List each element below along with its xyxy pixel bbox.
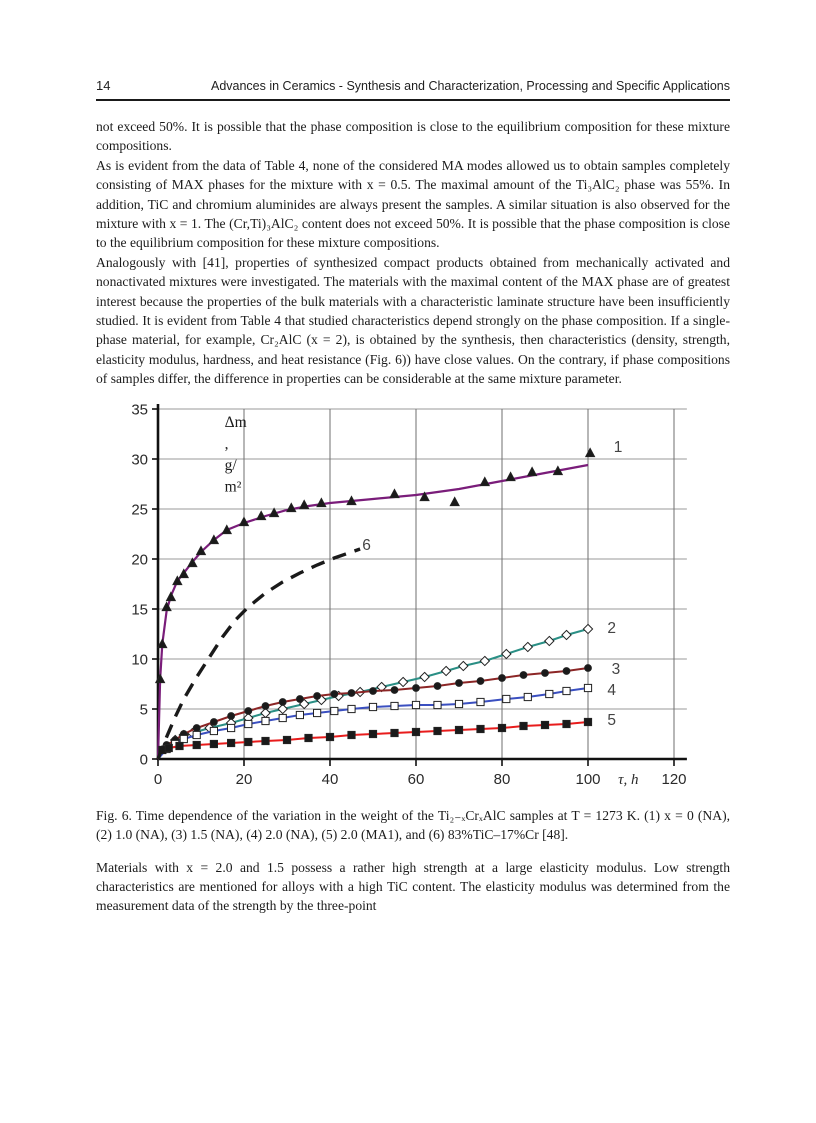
page-header: 14 Advances in Ceramics - Synthesis and … [96, 78, 730, 101]
series-6-line [156, 547, 361, 760]
series-1-line [156, 463, 589, 759]
page-number: 14 [96, 78, 111, 93]
x-tick-label: 40 [322, 771, 339, 788]
paragraph-3: Analogously with [41], properties of syn… [96, 254, 730, 387]
x-tick-label: 120 [661, 771, 686, 788]
x-axis-label: τ, h [618, 772, 638, 788]
y-tick-label: 25 [131, 501, 148, 518]
series-5-label: 5 [607, 712, 616, 729]
x-tick-label: 80 [494, 771, 511, 788]
x-tick-label: 20 [236, 771, 253, 788]
paragraph-4: Materials with x = 2.0 and 1.5 possess a… [96, 859, 730, 914]
x-tick-label: 60 [408, 771, 425, 788]
paragraph-2: As is evident from the data of Table 4, … [96, 157, 730, 251]
figure-6: 0 5 10 15 20 25 30 35 0 20 40 60 80 100 120 τ, h Δm, g/m²… [96, 397, 730, 802]
series-4-label: 4 [607, 682, 616, 699]
series-1-label: 1 [614, 439, 623, 456]
x-tick-label: 100 [575, 771, 600, 788]
x-tick-label: 0 [154, 771, 162, 788]
paragraph-1: not exceed 50%. It is possible that the … [96, 119, 730, 154]
series-3-label: 3 [612, 661, 621, 678]
y-tick-label: 10 [131, 651, 148, 668]
y-tick-label: 15 [131, 601, 148, 618]
series-3-line [157, 666, 589, 760]
y-axis-label-line: , [225, 435, 229, 452]
y-axis-label-line: g/ [225, 457, 238, 474]
y-tick-label: 5 [140, 701, 148, 718]
y-axis-label-line: m² [225, 478, 242, 495]
series-2-label: 2 [607, 620, 616, 637]
y-tick-label: 30 [131, 451, 148, 468]
series-6-label: 6 [362, 537, 371, 554]
y-axis-label-line: Δm [225, 414, 247, 431]
figure-6-caption: Fig. 6. Time dependence of the variation… [96, 807, 730, 843]
y-tick-label: 0 [140, 751, 148, 768]
body-text: not exceed 50%. It is possible that the … [96, 117, 730, 916]
y-tick-label: 20 [131, 551, 148, 568]
y-tick-label: 35 [131, 401, 148, 418]
running-title: Advances in Ceramics - Synthesis and Cha… [210, 79, 730, 93]
